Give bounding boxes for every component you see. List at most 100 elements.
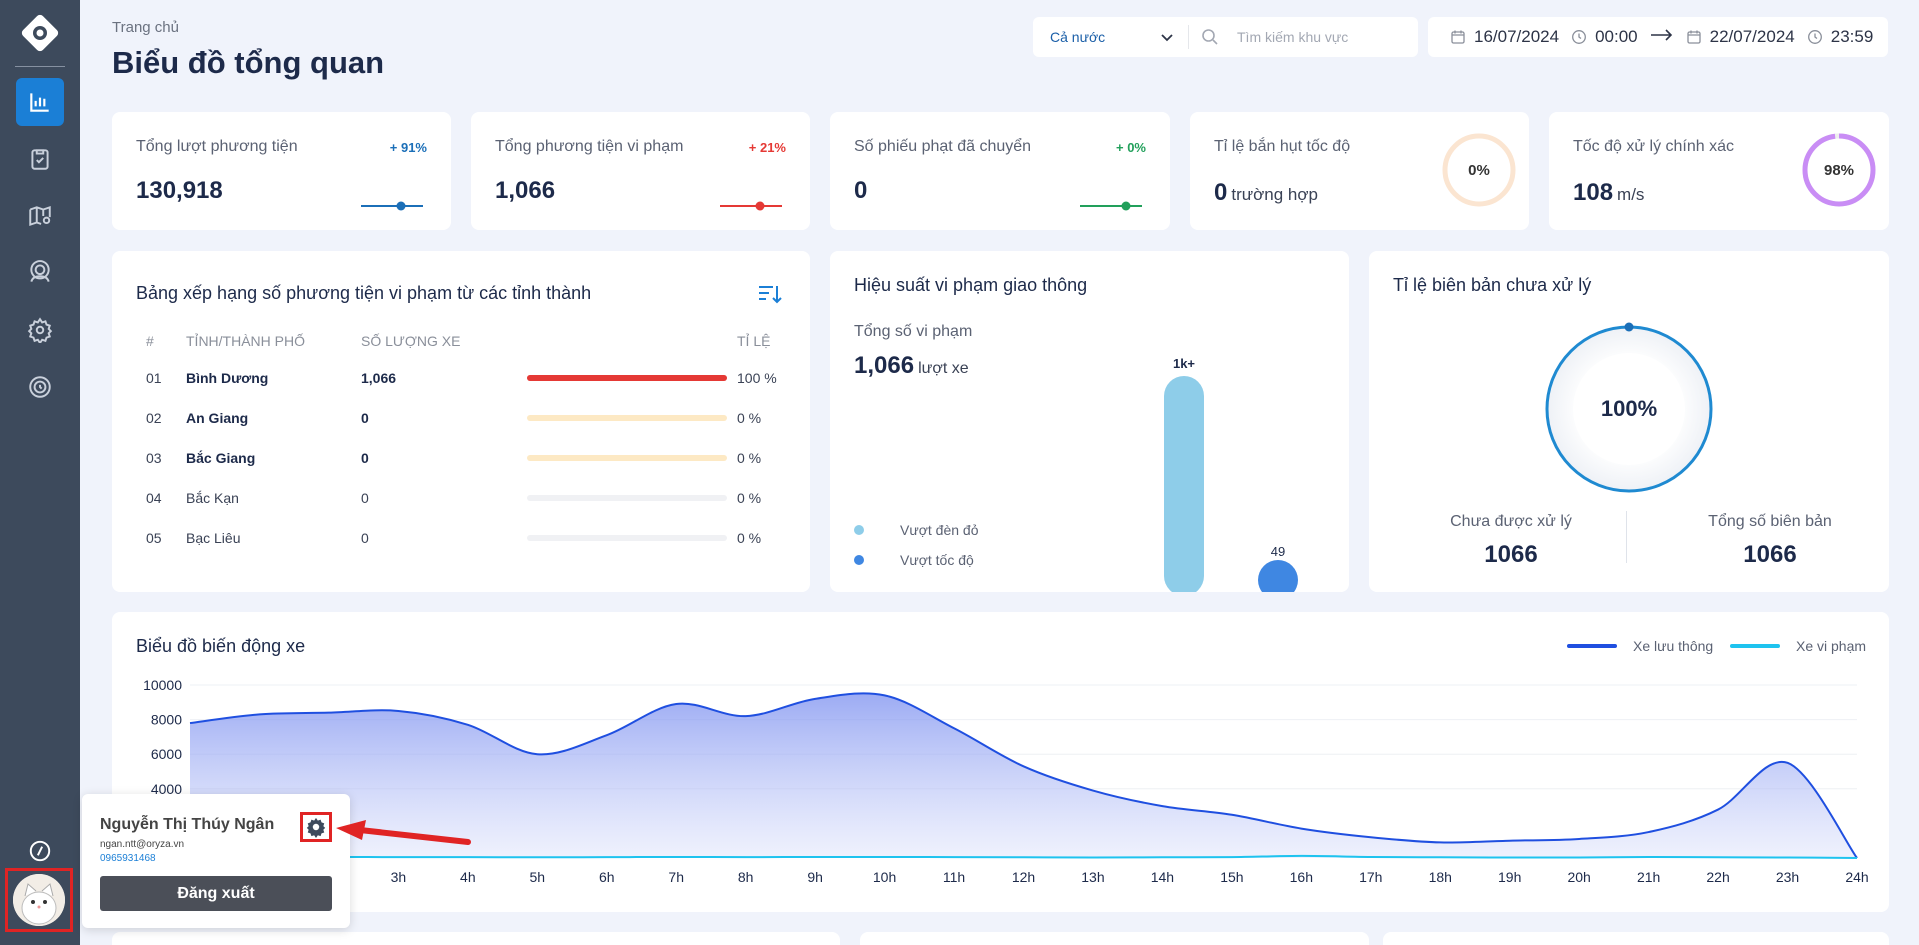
ring-value: 98% bbox=[1823, 161, 1855, 179]
x-tick-label: 3h bbox=[391, 869, 407, 885]
stat-value: 0 bbox=[854, 177, 868, 204]
clock-icon bbox=[1807, 29, 1823, 45]
stat-label: Số phiếu phạt đã chuyển bbox=[854, 138, 1032, 155]
pending-unprocessed: Chưa được xử lý 1066 bbox=[1411, 513, 1611, 569]
ratio-bar bbox=[527, 415, 727, 421]
chart-title: Biểu đồ biến động xe bbox=[136, 636, 306, 656]
traffic-chart-card: Biểu đồ biến động xe Xe lưu thông Xe vi … bbox=[112, 612, 1889, 912]
sparkline-icon bbox=[1080, 201, 1142, 211]
x-tick-label: 17h bbox=[1359, 869, 1382, 885]
col-header-rank: # bbox=[146, 333, 154, 349]
table-row[interactable]: 03 Bắc Giang 0 0 % bbox=[112, 446, 810, 470]
user-settings-button[interactable] bbox=[300, 812, 332, 842]
row-percent: 0 % bbox=[737, 410, 762, 426]
ratio-bar bbox=[527, 455, 727, 461]
row-province: An Giang bbox=[186, 410, 249, 426]
row-rank: 02 bbox=[146, 410, 162, 426]
ranking-title: Bảng xếp hạng số phương tiện vi phạm từ … bbox=[136, 283, 592, 303]
time-to[interactable]: 23:59 bbox=[1830, 27, 1874, 46]
region-select[interactable]: Cả nước bbox=[1033, 25, 1189, 49]
user-avatar-button[interactable] bbox=[5, 868, 73, 932]
date-to[interactable]: 22/07/2024 bbox=[1709, 27, 1795, 46]
stat-number: 0 bbox=[1214, 179, 1228, 206]
row-percent: 100 % bbox=[737, 370, 777, 386]
unprocessed-label: Chưa được xử lý bbox=[1450, 513, 1572, 530]
stat-number: 108 bbox=[1573, 179, 1614, 206]
gear-icon bbox=[306, 817, 326, 838]
row-count: 0 bbox=[361, 490, 369, 506]
legend-dot bbox=[854, 525, 864, 535]
ratio-bar bbox=[527, 375, 727, 381]
clock-icon bbox=[1571, 29, 1587, 45]
stat-card-speed-miss: Tỉ lệ bắn hụt tốc độ 0 trường hợp 0% bbox=[1190, 112, 1529, 230]
bar-speeding bbox=[1258, 560, 1298, 592]
x-tick-label: 4h bbox=[460, 869, 476, 885]
map-pin-icon bbox=[29, 205, 51, 227]
sidebar-item-history[interactable] bbox=[16, 363, 64, 411]
date-range-picker[interactable]: 16/07/2024 00:00 22/07/2024 23:59 bbox=[1428, 17, 1888, 57]
card-stub bbox=[112, 932, 840, 945]
stat-value: 130,918 bbox=[136, 177, 223, 204]
row-rank: 01 bbox=[146, 370, 162, 386]
table-row[interactable]: 02 An Giang 0 0 % bbox=[112, 406, 810, 430]
arrow-right-icon bbox=[1650, 27, 1674, 47]
legend-line bbox=[1730, 644, 1780, 648]
page-title: Biểu đồ tổng quan bbox=[112, 45, 385, 80]
sidebar bbox=[0, 0, 80, 945]
sidebar-item-users[interactable] bbox=[16, 249, 64, 297]
stat-label: Tổng lượt phương tiện bbox=[136, 138, 298, 155]
ring-value: 0% bbox=[1468, 161, 1490, 179]
sidebar-item-map[interactable] bbox=[16, 192, 64, 240]
bar-red-light bbox=[1164, 376, 1204, 592]
calendar-icon bbox=[1686, 29, 1702, 45]
sort-icon[interactable] bbox=[756, 281, 782, 307]
traffic-chart: 10000 8000 6000 4000 3h 4h 5h 6h 7h 8h 9h 10h 11h 12h… bbox=[143, 677, 1869, 885]
x-tick-label: 21h bbox=[1637, 869, 1660, 885]
bar-label-red-light: 1k+ bbox=[1173, 356, 1195, 371]
legend-traffic: Xe lưu thông bbox=[1567, 638, 1713, 654]
y-tick-label: 8000 bbox=[151, 712, 182, 728]
sidebar-item-dashboard[interactable] bbox=[16, 78, 64, 126]
x-tick-label: 11h bbox=[943, 869, 965, 885]
y-tick-label: 6000 bbox=[151, 746, 182, 762]
row-percent: 0 % bbox=[737, 530, 762, 546]
y-tick-label: 4000 bbox=[151, 781, 182, 797]
stat-change: + 0% bbox=[1116, 140, 1146, 155]
sidebar-item-settings[interactable] bbox=[16, 306, 64, 354]
progress-ring bbox=[1442, 133, 1516, 207]
user-popup: Nguyễn Thị Thúy Ngân ngan.ntt@oryza.vn 0… bbox=[82, 794, 350, 928]
card-stub bbox=[1383, 932, 1889, 945]
row-count: 0 bbox=[361, 410, 369, 426]
sidebar-item-help[interactable] bbox=[16, 827, 64, 875]
stat-value: 1,066 bbox=[495, 177, 556, 204]
row-count: 0 bbox=[361, 530, 369, 546]
row-province: Bắc Giang bbox=[186, 450, 256, 466]
logout-button[interactable]: Đăng xuất bbox=[100, 876, 332, 911]
performance-card: Hiệu suất vi phạm giao thông Tổng số vi … bbox=[830, 251, 1349, 592]
date-from[interactable]: 16/07/2024 bbox=[1474, 27, 1560, 46]
series-area-traffic bbox=[190, 693, 1857, 858]
time-from[interactable]: 00:00 bbox=[1595, 27, 1638, 46]
user-phone[interactable]: 0965931468 bbox=[100, 853, 156, 864]
x-tick-label: 12h bbox=[1012, 869, 1035, 885]
series-line-traffic bbox=[189, 692, 1858, 859]
breadcrumb[interactable]: Trang chủ bbox=[112, 19, 179, 36]
x-tick-label: 16h bbox=[1290, 869, 1313, 885]
sidebar-item-tasks[interactable] bbox=[16, 135, 64, 183]
sidebar-divider bbox=[15, 66, 65, 67]
app-logo-icon[interactable] bbox=[20, 13, 60, 53]
series-line-violation bbox=[189, 854, 1858, 859]
row-rank: 04 bbox=[146, 490, 162, 506]
row-province: Bắc Kạn bbox=[186, 490, 239, 506]
table-row[interactable]: 04 Bắc Kạn 0 0 % bbox=[112, 486, 810, 510]
table-row[interactable]: 05 Bạc Liêu 0 0 % bbox=[112, 526, 810, 550]
bar-label-speeding: 49 bbox=[1271, 544, 1285, 559]
gear-icon bbox=[27, 317, 53, 343]
ratio-bar-fill bbox=[527, 375, 727, 381]
user-email: ngan.ntt@oryza.vn bbox=[100, 839, 185, 850]
stat-label: Tỉ lệ bắn hụt tốc độ bbox=[1214, 138, 1351, 155]
x-tick-label: 5h bbox=[530, 869, 546, 885]
search-input[interactable] bbox=[1237, 29, 1417, 45]
table-row[interactable]: 01 Bình Dương 1,066 100 % bbox=[112, 366, 810, 390]
row-province: Bình Dương bbox=[186, 370, 269, 386]
